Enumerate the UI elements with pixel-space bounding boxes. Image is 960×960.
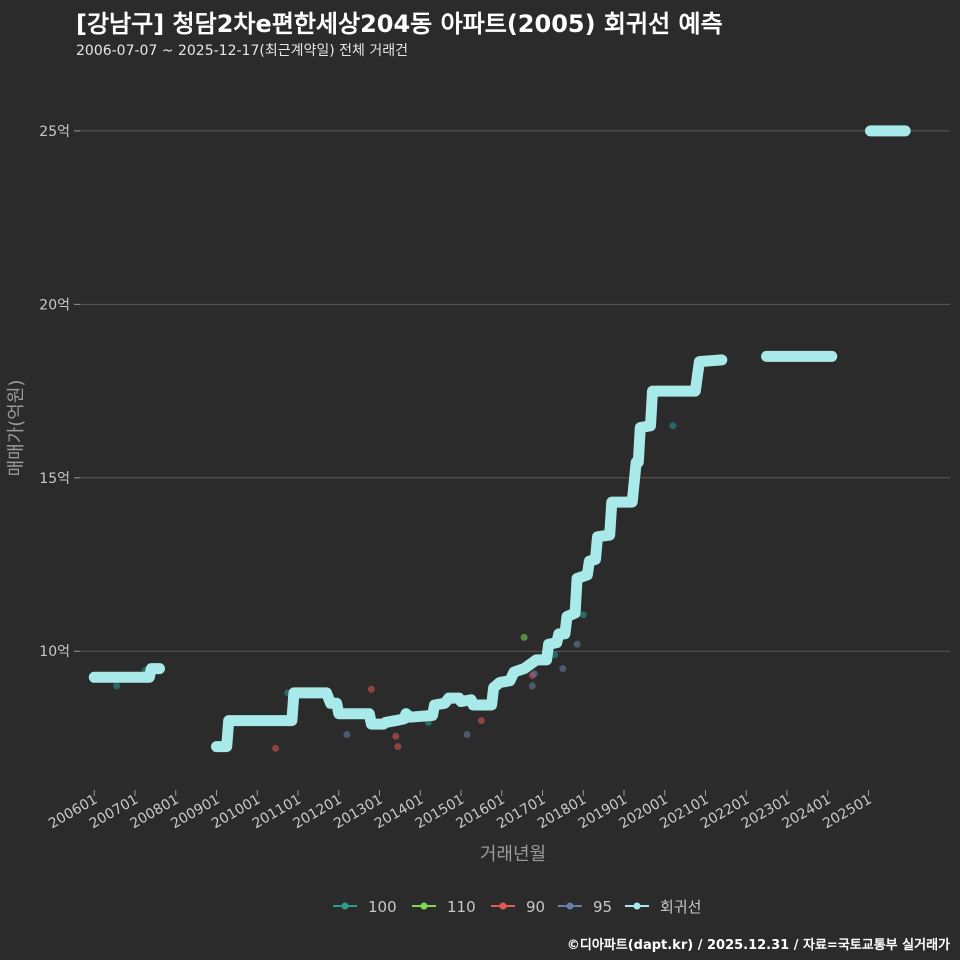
data-point-95 xyxy=(573,640,581,648)
data-point-95 xyxy=(528,682,536,690)
y-tick-label: 20억 xyxy=(39,297,70,313)
legend-marker xyxy=(499,902,507,910)
data-point-90 xyxy=(477,717,485,725)
legend-label: 110 xyxy=(447,898,476,916)
data-point-110 xyxy=(520,633,528,641)
scatter-points xyxy=(113,356,728,752)
data-point-95 xyxy=(343,730,351,738)
y-tick-label: 25억 xyxy=(39,124,70,140)
data-point-100 xyxy=(669,422,677,430)
legend-item-90: 90 xyxy=(491,898,545,916)
data-point-90 xyxy=(392,732,400,740)
data-point-95 xyxy=(530,670,538,678)
grid-lines xyxy=(80,130,950,652)
legend-label: 100 xyxy=(368,898,397,916)
legend-label: 회귀선 xyxy=(660,898,701,916)
data-point-100 xyxy=(579,611,587,619)
chart-title: [강남구] 청담2차e편한세상204동 아파트(2005) 회귀선 예측 xyxy=(76,10,723,38)
legend-item-회귀선: 회귀선 xyxy=(625,898,701,916)
legend-marker xyxy=(566,902,574,910)
legend-marker xyxy=(420,902,428,910)
legend-item-110: 110 xyxy=(412,898,476,916)
x-axis: 2006012007012008012009012010012011012012… xyxy=(46,790,875,832)
legend: 100 110 90 95 회귀선 xyxy=(333,898,701,916)
data-point-90 xyxy=(394,743,402,751)
chart-subtitle: 2006-07-07 ~ 2025-12-17(최근계약일) 전체 거래건 xyxy=(76,43,408,59)
regression-line xyxy=(88,125,911,753)
y-axis-label: 매매가(억원) xyxy=(6,380,27,477)
y-tick-label: 10억 xyxy=(39,644,70,660)
y-tick-label: 15억 xyxy=(39,471,70,487)
data-point-100 xyxy=(113,682,121,690)
data-point-90 xyxy=(272,744,280,752)
x-axis-label: 거래년월 xyxy=(480,844,546,865)
regression-segment xyxy=(88,663,165,683)
data-point-90 xyxy=(367,685,375,693)
regression-segment xyxy=(211,354,728,753)
legend-marker xyxy=(341,902,349,910)
legend-item-100: 100 xyxy=(333,898,397,916)
data-point-95 xyxy=(463,730,471,738)
legend-item-95: 95 xyxy=(558,898,612,916)
legend-label: 90 xyxy=(526,898,545,916)
legend-label: 95 xyxy=(593,898,612,916)
y-axis: 10억 15억 20억 25억 xyxy=(39,124,80,660)
data-point-95 xyxy=(559,665,567,673)
legend-marker xyxy=(633,902,641,910)
source-caption: ©디아파트(dapt.kr) / 2025.12.31 / 자료=국토교통부 실… xyxy=(566,938,950,953)
